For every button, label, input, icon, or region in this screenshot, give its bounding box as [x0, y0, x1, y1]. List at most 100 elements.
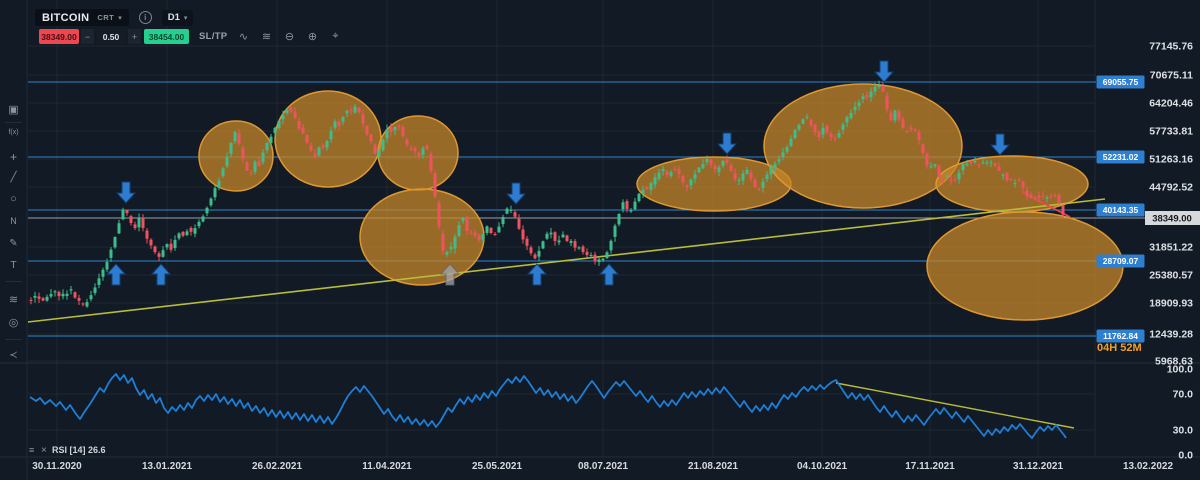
- text-tool-icon[interactable]: T: [10, 260, 17, 271]
- price-axis-label: 25380.57: [1149, 270, 1193, 282]
- svg-text:40143.35: 40143.35: [1103, 205, 1139, 215]
- current-price-badge: 38349.00: [1145, 211, 1200, 225]
- level-price-badge: 69055.75: [1096, 75, 1145, 89]
- magnet-tool-icon[interactable]: ◎: [8, 317, 19, 329]
- order-toolbar: 38349.00 − 0.50 + 38454.00 SL/TP ∿ ≋ ⊖ ⊕ ⌖: [39, 29, 342, 44]
- sell-signal-arrow[interactable]: [989, 133, 1011, 156]
- price-axis-label: 64204.46: [1149, 98, 1193, 110]
- price-axis-label: 100.0: [1167, 364, 1193, 376]
- symbol-selector[interactable]: BITCOIN CRT ▾: [35, 9, 129, 26]
- draw-marker-icon[interactable]: ✎: [9, 238, 18, 249]
- sltp-button[interactable]: SL/TP: [199, 31, 228, 42]
- toolbar-separator: [5, 339, 22, 340]
- svg-text:52231.02: 52231.02: [1103, 152, 1139, 162]
- buy-signal-arrow-faded[interactable]: [439, 263, 461, 286]
- level-price-badge: 11762.84: [1096, 329, 1145, 343]
- time-axis-label: 13.01.2021: [142, 461, 192, 472]
- function-indicator-icon[interactable]: f(x): [8, 129, 19, 136]
- annotation-ellipses: [198, 83, 1124, 321]
- zoom-out-icon[interactable]: ⊖: [284, 31, 295, 43]
- price-axis-label: 5968.63: [1155, 356, 1193, 368]
- spread-plus-button[interactable]: +: [128, 29, 141, 44]
- collapse-icon[interactable]: ≡: [29, 445, 34, 455]
- svg-text:11762.84: 11762.84: [1103, 331, 1138, 341]
- price-axis-label: 12439.28: [1149, 329, 1193, 341]
- pulse-indicator-icon[interactable]: ≋: [8, 294, 19, 306]
- time-axis-label: 08.07.2021: [578, 461, 628, 472]
- rsi-indicator-label[interactable]: ≡ × RSI [14] 26.6: [29, 445, 106, 456]
- grid-lines: [28, 0, 1095, 457]
- timeframe-select[interactable]: D1 ▾: [161, 9, 194, 26]
- price-axis-label: 70675.11: [1150, 70, 1193, 82]
- symbol-header: BITCOIN CRT ▾ i D1 ▾: [35, 9, 194, 26]
- info-icon[interactable]: i: [138, 11, 152, 24]
- sell-signal-arrow[interactable]: [716, 132, 738, 155]
- annotation-ellipse[interactable]: [359, 188, 485, 286]
- rsi-pane: ≡ × RSI [14] 26.6: [29, 373, 1067, 456]
- price-axis-label: 57733.81: [1149, 126, 1193, 138]
- buy-signal-arrow[interactable]: [105, 263, 127, 286]
- level-price-badge: 52231.02: [1096, 150, 1145, 164]
- time-axis[interactable]: 30.11.2020 13.01.2021 26.02.2021 11.04.2021…: [32, 461, 1173, 472]
- chart-window-icon[interactable]: ▣: [8, 104, 19, 116]
- price-axis-label: 31851.22: [1149, 242, 1193, 254]
- time-axis-label: 31.12.2021: [1013, 461, 1063, 472]
- rsi-label: RSI [14] 26.6: [52, 445, 106, 455]
- price-axis-label: 51263.16: [1149, 154, 1193, 166]
- sell-signal-arrow[interactable]: [873, 60, 895, 83]
- svg-text:69055.75: 69055.75: [1103, 77, 1139, 87]
- timeframe-label: D1: [167, 12, 180, 23]
- rsi-downtrend-line[interactable]: [835, 382, 1075, 429]
- toolbar-separator: [5, 122, 22, 123]
- move-crosshair-icon[interactable]: ⌖: [332, 30, 339, 42]
- close-icon[interactable]: ×: [41, 445, 47, 456]
- annotation-ellipse[interactable]: [763, 83, 963, 209]
- drawing-toolbar: ▣ f(x) + ╱ ○ N ✎ T ≋ ◎ ≺: [0, 0, 27, 480]
- symbol-label: BITCOIN: [42, 11, 90, 24]
- instrument-type-label: CRT: [97, 13, 115, 22]
- svg-text:28709.07: 28709.07: [1103, 256, 1139, 266]
- trendline-tool-icon[interactable]: ╱: [10, 172, 17, 183]
- buy-signal-arrow[interactable]: [598, 263, 620, 286]
- sell-signal-arrow[interactable]: [115, 181, 137, 204]
- buy-signal-arrow[interactable]: [150, 263, 172, 286]
- price-axis-label: 0.0: [1178, 450, 1193, 462]
- price-axis-label: 44792.52: [1149, 182, 1193, 194]
- chevron-down-icon: ▾: [118, 14, 122, 22]
- time-axis-label: 26.02.2021: [252, 461, 302, 472]
- price-axis-label: 18909.93: [1149, 298, 1193, 310]
- signal-arrows: [105, 60, 1011, 286]
- spread-minus-button[interactable]: −: [81, 29, 94, 44]
- main-uptrend-line[interactable]: [27, 198, 1106, 323]
- candlesticks: [29, 80, 1065, 308]
- rsi-line: [29, 373, 1067, 439]
- price-axis-label: 77145.76: [1149, 41, 1193, 53]
- level-price-badge: 40143.35: [1096, 203, 1145, 217]
- candle-countdown: 04H 52M: [1097, 342, 1142, 354]
- shape-tool-icon[interactable]: ○: [10, 193, 17, 205]
- buy-signal-arrow[interactable]: [526, 263, 548, 286]
- sell-button[interactable]: 38349.00: [39, 29, 79, 44]
- toolbar-separator: [5, 281, 22, 282]
- price-axis-label: 70.0: [1173, 389, 1194, 401]
- time-axis-label: 11.04.2021: [362, 461, 412, 472]
- annotation-ellipse[interactable]: [636, 156, 792, 212]
- spread-value: 0.50: [96, 29, 126, 44]
- annotation-ellipse[interactable]: [926, 211, 1124, 321]
- crosshair-tool-icon[interactable]: +: [9, 150, 17, 164]
- indicators-icon[interactable]: ≋: [261, 31, 272, 43]
- buy-button[interactable]: 38454.00: [144, 29, 189, 44]
- zoom-in-icon[interactable]: ⊕: [307, 31, 318, 43]
- level-price-badge: 28709.07: [1096, 254, 1145, 268]
- price-axis[interactable]: 77145.76 70675.11 64204.46 57733.81 51263.16…: [1096, 41, 1200, 462]
- time-axis-label: 17.11.2021: [905, 461, 955, 472]
- pattern-tool-icon[interactable]: N: [10, 216, 17, 226]
- time-axis-label: 30.11.2020: [32, 461, 82, 472]
- line-chart-icon[interactable]: ∿: [238, 31, 249, 43]
- time-axis-label: 25.05.2021: [472, 461, 522, 472]
- time-axis-label: 21.08.2021: [688, 461, 738, 472]
- share-icon[interactable]: ≺: [9, 350, 18, 361]
- sell-signal-arrow[interactable]: [505, 182, 527, 205]
